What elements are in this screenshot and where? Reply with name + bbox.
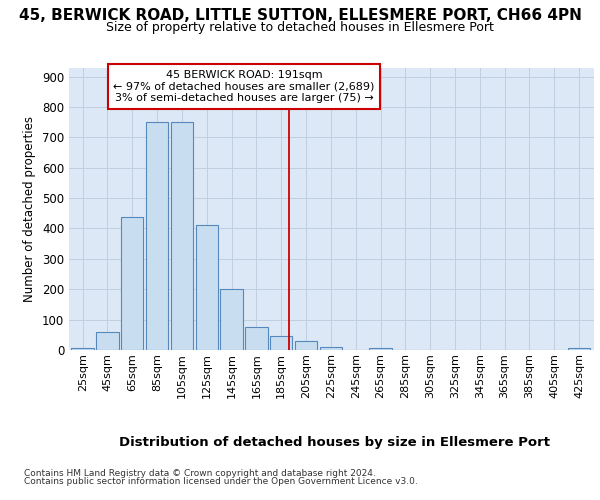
Bar	[568, 348, 590, 350]
Text: 45, BERWICK ROAD, LITTLE SUTTON, ELLESMERE PORT, CH66 4PN: 45, BERWICK ROAD, LITTLE SUTTON, ELLESME…	[19, 8, 581, 22]
Bar	[146, 122, 168, 350]
Text: 45 BERWICK ROAD: 191sqm
← 97% of detached houses are smaller (2,689)
3% of semi-: 45 BERWICK ROAD: 191sqm ← 97% of detache…	[113, 70, 374, 103]
Bar	[370, 348, 392, 350]
Y-axis label: Number of detached properties: Number of detached properties	[23, 116, 37, 302]
Bar	[97, 332, 119, 350]
Text: Contains HM Land Registry data © Crown copyright and database right 2024.: Contains HM Land Registry data © Crown c…	[24, 468, 376, 477]
Bar	[295, 341, 317, 350]
Bar	[71, 348, 94, 350]
Text: Distribution of detached houses by size in Ellesmere Port: Distribution of detached houses by size …	[119, 436, 550, 449]
Text: Size of property relative to detached houses in Ellesmere Port: Size of property relative to detached ho…	[106, 21, 494, 34]
Text: Contains public sector information licensed under the Open Government Licence v3: Contains public sector information licen…	[24, 477, 418, 486]
Bar	[196, 226, 218, 350]
Bar	[270, 336, 292, 350]
Bar	[171, 122, 193, 350]
Bar	[245, 327, 268, 350]
Bar	[121, 217, 143, 350]
Bar	[220, 289, 243, 350]
Bar	[320, 347, 342, 350]
